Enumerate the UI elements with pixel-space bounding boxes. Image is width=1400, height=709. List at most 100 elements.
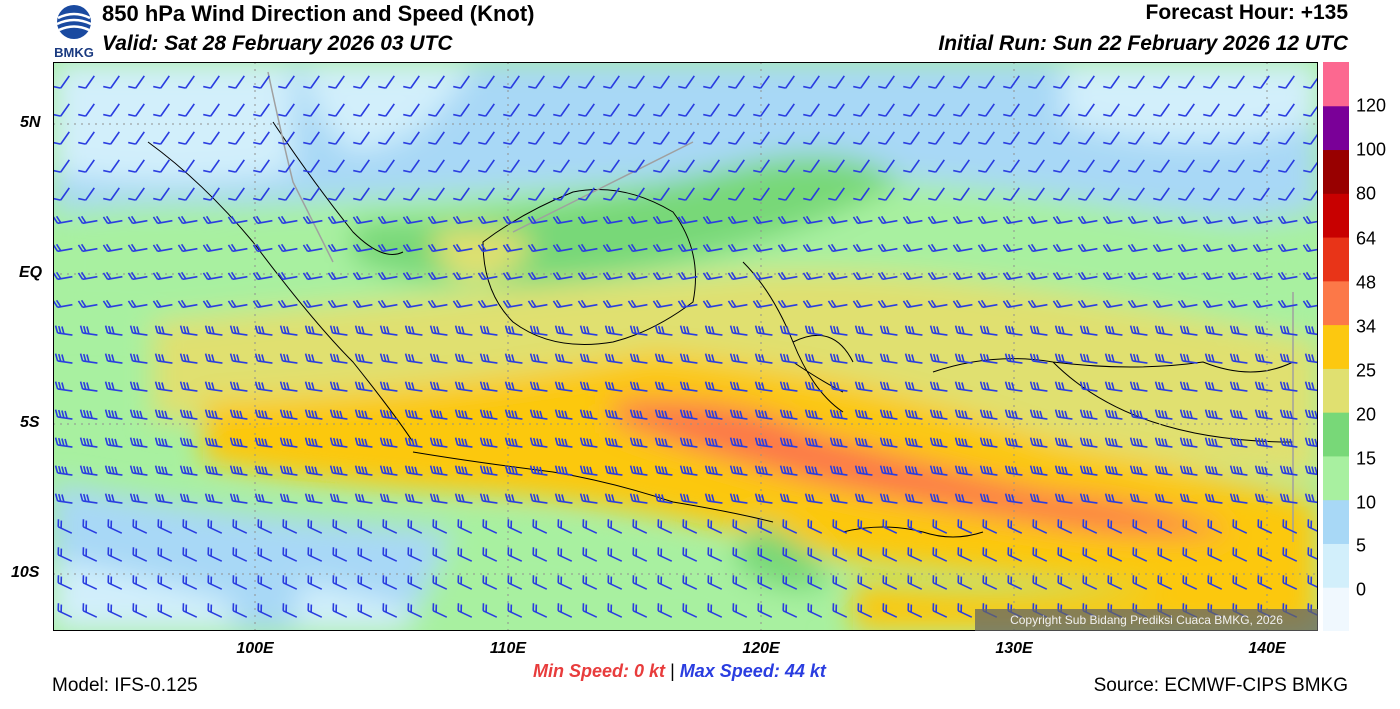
chart-title: 850 hPa Wind Direction and Speed (Knot) [102,1,535,26]
wind-barb [782,603,798,618]
wind-barb [352,299,373,309]
wind-barb [1004,409,1023,420]
wind-barb [428,75,445,89]
wind-barb [557,603,573,618]
wind-barb [682,575,698,590]
wind-barb [1104,493,1123,504]
wind-barb [728,187,745,201]
wind-barb [403,187,420,201]
wind-barb [328,131,345,145]
wind-barb [1182,547,1198,562]
wind-barb [1082,575,1098,590]
wind-barb [577,299,598,309]
wind-barb [1304,437,1318,448]
wind-barb [503,75,520,89]
wind-barb [227,299,248,309]
wind-barb [529,325,548,336]
wind-barb [1152,299,1173,309]
wind-barb [227,215,248,225]
wind-barb [452,271,473,281]
wind-barb [578,131,595,145]
wind-barb [454,353,473,364]
wind-barb [832,603,848,618]
wind-barb [403,75,420,89]
wind-barb [552,215,573,225]
wind-barb [379,437,398,448]
wind-barb [329,381,348,392]
wind-barb [282,519,298,534]
wind-barb [202,215,223,225]
wind-barb [829,353,848,364]
wind-barb [479,381,498,392]
wind-barb [1203,75,1220,89]
wind-barb [404,353,423,364]
wind-barb [429,353,448,364]
wind-barb [127,243,148,253]
wind-barb [852,215,873,225]
wind-barb [977,271,998,281]
wind-barb [403,159,420,173]
wind-barb [1278,75,1295,89]
wind-barb [852,271,873,281]
wind-barb [357,575,373,590]
wind-barb [1052,299,1073,309]
wind-barb [954,353,973,364]
wind-barb [902,271,923,281]
wind-barb [1004,381,1023,392]
wind-barb [103,187,120,201]
wind-barb [354,409,373,420]
wind-barb [504,465,523,476]
wind-barb [154,437,173,448]
valid-time: Valid: Sat 28 February 2026 03 UTC [102,32,453,55]
wind-barb [102,271,123,281]
wind-barb [203,131,220,145]
wind-barb [729,353,748,364]
wind-barb [553,131,570,145]
wind-barb [107,519,123,534]
colorbar-swatch [1323,62,1349,107]
wind-barb [682,603,698,618]
wind-barb [152,243,173,253]
wind-barb [704,437,723,448]
wind-barb [104,409,123,420]
wind-barb [428,187,445,201]
wind-barb [204,381,223,392]
wind-barb [1304,353,1318,364]
colorbar-label: 34 [1356,316,1377,337]
lon-label-100e: 100E [236,640,274,657]
wind-barb [628,103,645,117]
wind-barb [379,353,398,364]
wind-barb [728,159,745,173]
wind-barb [178,75,195,89]
wind-barb [978,159,995,173]
wind-barb [107,547,123,562]
wind-barb [253,159,270,173]
wind-barb [504,381,523,392]
wind-barb [432,547,448,562]
wind-barb [577,271,598,281]
speed-summary: Min Speed: 0 kt | Max Speed: 44 kt [533,661,826,682]
wind-barb [953,103,970,117]
wind-barb [1129,325,1148,336]
wind-barb [1227,299,1248,309]
wind-barb [582,575,598,590]
wind-barb [232,603,248,618]
wind-barb [827,243,848,253]
wind-barb [1182,575,1198,590]
wind-barb [404,381,423,392]
wind-barb [1229,353,1248,364]
wind-barb [1229,381,1248,392]
wind-barb [879,353,898,364]
wind-barb [779,409,798,420]
wind-barb [1304,409,1318,420]
wind-barb [504,409,523,420]
wind-barb [579,493,598,504]
wind-barb [352,215,373,225]
wind-barb [1103,131,1120,145]
wind-barb [1132,547,1148,562]
wind-barb [132,575,148,590]
colorbar-label: 20 [1356,404,1377,425]
wind-barb [329,325,348,336]
wind-barb [879,381,898,392]
wind-barb [154,493,173,504]
